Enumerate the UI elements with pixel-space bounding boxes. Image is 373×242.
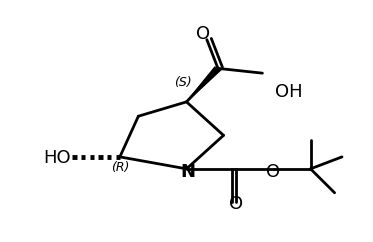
Text: (R): (R) [111,161,129,174]
Text: O: O [196,25,210,43]
Text: O: O [229,195,244,212]
Text: (S): (S) [174,76,192,89]
Text: N: N [181,163,196,182]
Text: OH: OH [275,83,303,101]
Polygon shape [186,67,221,102]
Text: HO: HO [43,149,71,167]
Text: O: O [266,163,280,182]
